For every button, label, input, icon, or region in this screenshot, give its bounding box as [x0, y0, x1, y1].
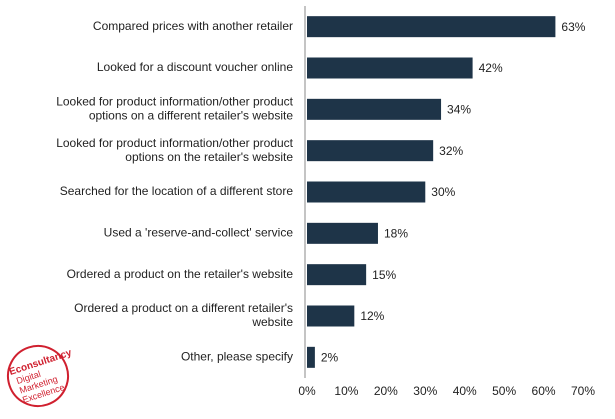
- y-tick-label: Looked for a discount voucher online: [97, 60, 293, 74]
- x-tick-label: 70%: [571, 384, 595, 398]
- y-tick-label: Looked for product information/other pro…: [56, 95, 293, 109]
- bar: [307, 98, 442, 120]
- x-tick-label: 0%: [298, 384, 316, 398]
- x-tick-label: 50%: [492, 384, 516, 398]
- x-tick-label: 40%: [453, 384, 477, 398]
- bar: [307, 140, 434, 162]
- x-tick-label: 30%: [413, 384, 437, 398]
- x-tick-label: 60%: [532, 384, 556, 398]
- bar: [307, 305, 355, 327]
- y-tick-label: Looked for product information/other pro…: [56, 136, 293, 150]
- bar: [307, 57, 473, 79]
- y-tick-label: Compared prices with another retailer: [93, 19, 293, 33]
- value-label: 2%: [321, 351, 339, 365]
- y-tick-label: Ordered a product on a different retaile…: [74, 301, 293, 315]
- bar: [307, 222, 378, 244]
- value-label: 30%: [431, 185, 455, 199]
- y-tick-label: Other, please specify: [181, 350, 293, 364]
- value-label: 42%: [479, 61, 503, 75]
- x-tick-label: 20%: [374, 384, 398, 398]
- value-label: 32%: [439, 144, 463, 158]
- x-tick-label: 10%: [334, 384, 358, 398]
- value-label: 15%: [372, 268, 396, 282]
- y-tick-label: Searched for the location of a different…: [60, 184, 294, 198]
- y-tick-label: website: [251, 315, 293, 329]
- logo: Econsultancy Digital Marketing Excellenc…: [7, 345, 74, 407]
- y-tick-label: options on the retailer's website: [125, 150, 293, 164]
- bar: [307, 16, 556, 38]
- value-label: 12%: [360, 309, 384, 323]
- value-label: 34%: [447, 103, 471, 117]
- logo-text: Econsultancy: [8, 347, 74, 378]
- bar: [307, 181, 426, 203]
- y-tick-label: Ordered a product on the retailer's webs…: [67, 267, 294, 281]
- y-tick-label: options on a different retailer's websit…: [89, 109, 294, 123]
- bar: [307, 264, 367, 286]
- bar: [307, 346, 315, 368]
- value-label: 18%: [384, 227, 408, 241]
- logo-ring: [7, 345, 69, 407]
- y-tick-label: Used a 'reserve-and-collect' service: [104, 226, 294, 240]
- value-label: 63%: [561, 20, 585, 34]
